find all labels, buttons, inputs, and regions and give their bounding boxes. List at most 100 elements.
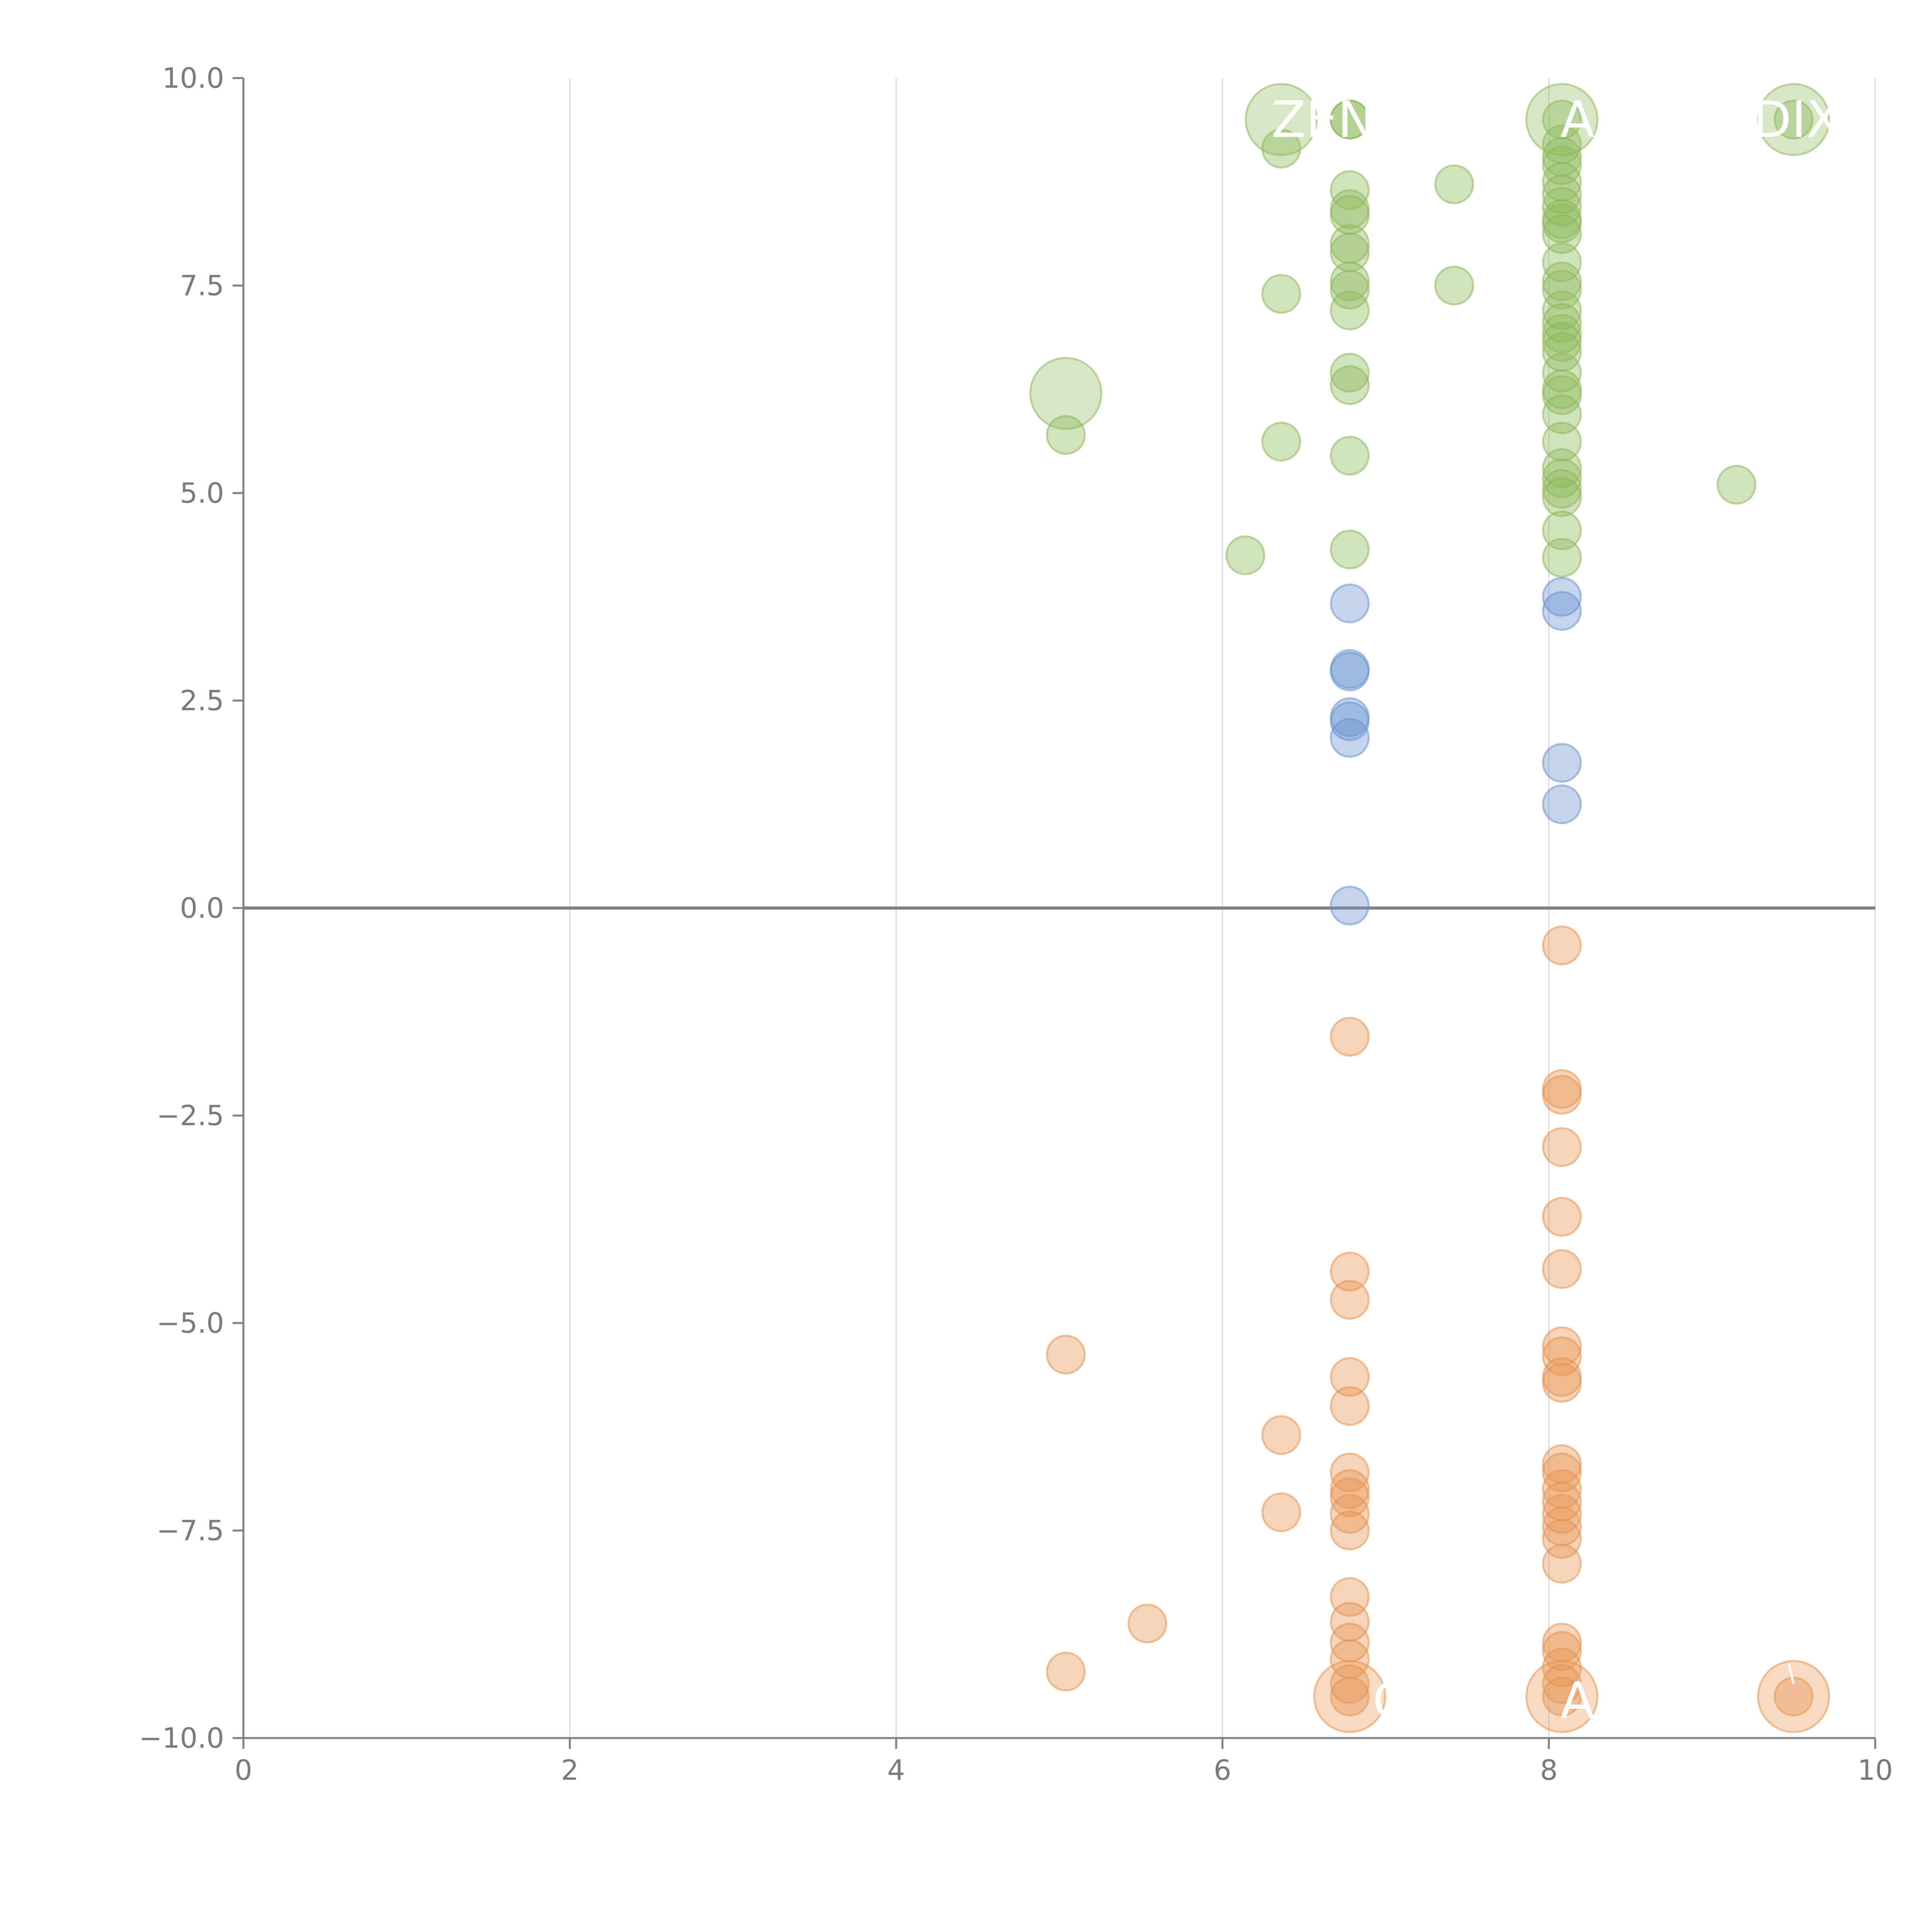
x-tick-label: 8 [1540,1754,1558,1786]
data-point-orange [1542,1677,1582,1717]
data-point-orange [1542,1544,1582,1584]
data-point-orange [1542,1326,1582,1366]
data-point-orange [1330,1477,1370,1517]
annotation-label: A [1560,1671,1595,1730]
data-point-orange [1542,1127,1582,1167]
data-point-orange [1542,1664,1582,1704]
data-point-green [1542,510,1582,551]
data-point-blue [1330,886,1370,926]
data-point-blue [1330,701,1370,742]
data-point-blue [1542,591,1582,631]
data-point-green [1542,203,1582,243]
data-point-orange [1261,1415,1301,1455]
data-point-orange [1525,1660,1599,1733]
x-tick-label: 0 [235,1754,252,1786]
data-point-green [1542,469,1582,509]
data-points [1029,83,1830,1733]
data-point-green [1434,164,1474,204]
data-point-green [1261,129,1301,169]
axes [242,78,1875,1739]
data-point-green [1757,83,1830,156]
data-point-green [1261,274,1301,314]
y-tick-label: 7.5 [180,269,224,302]
data-point-green [1542,322,1582,362]
data-point-green [1029,357,1102,430]
annotation-label: ZEN [1271,90,1375,149]
data-point-blue [1330,651,1370,692]
data-point-orange [1261,1492,1301,1532]
data-point-orange [1542,1631,1582,1671]
data-point-orange [1330,1280,1370,1320]
data-point-green [1542,290,1582,330]
data-point-green [1330,529,1370,570]
y-tick-label: 5.0 [180,477,224,509]
annotation-connector [1787,1663,1795,1685]
data-point-blue [1542,743,1582,783]
data-point-orange [1542,1249,1582,1289]
data-point-green [1225,535,1265,575]
y-tick-label: −5.0 [156,1307,224,1339]
data-point-orange [1330,1510,1370,1551]
y-tick-label: −7.5 [156,1514,224,1547]
y-tick-label: −10.0 [139,1722,224,1754]
data-point-green [1542,477,1582,517]
data-point-green [1330,353,1370,393]
annotation-label: DIX [1753,90,1841,149]
data-point-blue [1330,583,1370,624]
annotation-label: A [1560,90,1595,149]
data-point-orange [1330,1677,1370,1717]
data-point-green [1330,99,1370,139]
data-point-orange [1046,1335,1086,1375]
data-point-orange [1330,1494,1370,1534]
y-tick-label: 0.0 [180,892,224,924]
data-point-orange [1128,1604,1168,1644]
data-point-orange [1330,1386,1370,1426]
data-point-orange [1330,1252,1370,1292]
annotation-connector [1393,1695,1419,1702]
data-point-green [1716,465,1757,505]
data-point-green [1330,261,1370,301]
data-point-green [1542,538,1582,578]
data-point-orange [1542,925,1582,966]
data-point-green [1330,435,1370,476]
data-point-green [1261,422,1301,462]
annotation-label: C [1372,1671,1408,1730]
data-point-green [1330,365,1370,405]
data-point-green [1774,99,1814,139]
y-tick-label: 2.5 [180,684,224,717]
x-tick-label: 4 [887,1754,905,1786]
data-point-orange [1046,1651,1086,1692]
y-tick-label: −2.5 [156,1099,224,1132]
data-point-orange [1542,1075,1582,1115]
data-point-orange [1542,1363,1582,1403]
data-point-green [1542,187,1582,227]
data-point-blue [1542,577,1582,617]
data-point-orange [1330,1017,1370,1057]
data-point-green [1542,270,1582,310]
data-point-green [1245,83,1318,156]
x-tick-label: 10 [1857,1754,1893,1786]
data-point-blue [1330,718,1370,758]
data-point-green [1330,270,1370,310]
data-point-green [1542,353,1582,393]
data-point-green [1542,448,1582,488]
data-point-orange [1774,1677,1814,1717]
data-point-orange [1330,1664,1370,1704]
data-point-orange [1542,1452,1582,1493]
data-point-green [1542,145,1582,185]
ticks: 0 2 4 6 8 10 10.0 7.5 5.0 2.5 0.0 −2.5 −5.0 −7.5 −10.0 [139,62,1893,1786]
y-tick-label: 10.0 [162,62,224,94]
data-point-green [1542,214,1582,254]
data-point-green [1542,394,1582,434]
data-point-orange [1313,1660,1386,1733]
annotations: ZEN A DIX C A [1271,90,1840,1730]
data-point-green [1046,415,1086,455]
data-point-blue [1542,784,1582,824]
data-point-orange [1330,1357,1370,1397]
data-point-green [1542,261,1582,301]
x-tick-label: 2 [561,1754,579,1786]
data-point-green [1434,265,1474,306]
data-point-orange [1542,1197,1582,1237]
data-point-green [1330,290,1370,330]
